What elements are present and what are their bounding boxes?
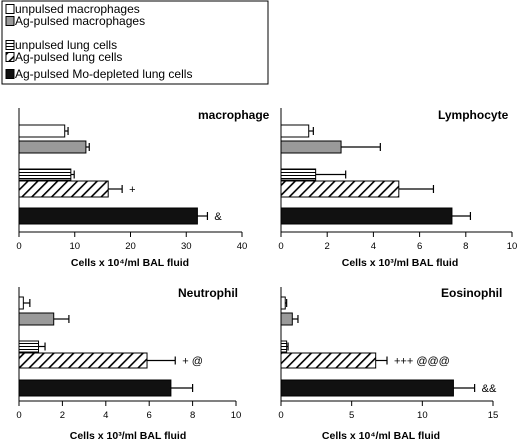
panel-title: Eosinophil bbox=[441, 286, 502, 300]
x-tick-label: 0 bbox=[16, 241, 21, 252]
legend: unpulsed macrophages Ag-pulsed macrophag… bbox=[1, 0, 269, 85]
legend-entry: unpulsed lung cells bbox=[5, 38, 117, 52]
x-axis-label: Cells x 10³/ml BAL fluid bbox=[342, 257, 459, 269]
bar-unpulsed-macrophages bbox=[280, 124, 310, 138]
x-tick-label: 8 bbox=[190, 410, 195, 421]
bar-unpulsed-lung-cells bbox=[280, 340, 288, 353]
panel-title: macrophage bbox=[198, 108, 270, 122]
x-tick-label: 10 bbox=[231, 410, 242, 421]
legend-entry: Ag-pulsed Mo-depleted lung cells bbox=[5, 67, 192, 81]
bar-mo-depleted-lung-cells bbox=[18, 207, 198, 225]
legend-entry: Ag-pulsed lung cells bbox=[5, 50, 122, 64]
bar-unpulsed-macrophages bbox=[18, 124, 66, 138]
x-tick-label: 6 bbox=[147, 410, 152, 421]
x-tick-label: 10 bbox=[417, 410, 428, 421]
x-axis-label: Cells x 10⁴/ml BAL fluid bbox=[71, 257, 189, 269]
x-tick-label: 4 bbox=[371, 241, 376, 252]
legend-entry: unpulsed macrophages bbox=[5, 2, 140, 16]
bar-unpulsed-lung-cells bbox=[280, 168, 317, 181]
significance-marker: + @ bbox=[182, 356, 203, 368]
panel-title: Neutrophil bbox=[178, 286, 238, 300]
bar-unpulsed-lung-cells bbox=[18, 340, 40, 353]
panel-title: Lymphocyte bbox=[438, 108, 509, 122]
legend-swatch-unpulsed-macrophages bbox=[5, 4, 15, 14]
bar-ag-pulsed-macrophages bbox=[18, 312, 55, 326]
significance-marker: +++ @@@ bbox=[394, 356, 450, 368]
x-tick-label: 5 bbox=[349, 410, 354, 421]
bar-mo-depleted-lung-cells bbox=[18, 379, 172, 397]
bar-ag-pulsed-macrophages bbox=[280, 312, 293, 326]
x-tick-label: 2 bbox=[325, 241, 330, 252]
legend-box bbox=[1, 0, 269, 85]
eosinophil-panel: Eosinophil Cells x 10⁴/ml BAL fluid 0 5 10… bbox=[278, 286, 502, 442]
x-tick-label: 0 bbox=[16, 410, 21, 421]
legend-swatch-mo-depleted-lung-cells bbox=[5, 69, 15, 79]
x-tick-label: 20 bbox=[125, 241, 136, 252]
bar-ag-pulsed-macrophages bbox=[280, 140, 342, 154]
x-tick-label: 10 bbox=[69, 241, 80, 252]
bar-ag-pulsed-macrophages bbox=[18, 140, 87, 154]
significance-marker: && bbox=[482, 383, 497, 395]
legend-label: unpulsed macrophages bbox=[15, 2, 140, 16]
x-tick-label: 8 bbox=[463, 241, 468, 252]
lymphocyte-panel: Lymphocyte Cells x 10³/ml BAL fluid 0 2 4 6… bbox=[278, 108, 517, 269]
bar-unpulsed-lung-cells bbox=[18, 168, 72, 181]
bar-mo-depleted-lung-cells bbox=[280, 207, 453, 225]
x-tick-label: 30 bbox=[181, 241, 192, 252]
legend-label: Ag-pulsed Mo-depleted lung cells bbox=[15, 67, 192, 81]
x-tick-label: 2 bbox=[60, 410, 65, 421]
bar-unpulsed-macrophages bbox=[18, 296, 24, 310]
x-tick-label: 6 bbox=[417, 241, 422, 252]
bar-ag-pulsed-lung-cells bbox=[280, 352, 377, 369]
x-axis-label: Cells x 10³/ml BAL fluid bbox=[70, 430, 187, 442]
x-tick-label: 10 bbox=[507, 241, 518, 252]
bar-ag-pulsed-lung-cells bbox=[280, 180, 400, 198]
bar-mo-depleted-lung-cells bbox=[280, 379, 454, 397]
bar-ag-pulsed-lung-cells bbox=[18, 180, 109, 198]
bar-ag-pulsed-lung-cells bbox=[18, 352, 148, 369]
x-tick-label: 40 bbox=[237, 241, 248, 252]
significance-marker: & bbox=[214, 211, 222, 223]
x-tick-label: 15 bbox=[488, 410, 499, 421]
bar-unpulsed-macrophages bbox=[280, 296, 286, 310]
legend-label: Ag-pulsed lung cells bbox=[15, 50, 122, 64]
x-tick-label: 4 bbox=[103, 410, 108, 421]
legend-swatch-unpulsed-lung-cells bbox=[5, 40, 15, 50]
significance-marker: + bbox=[129, 184, 135, 196]
legend-entry: Ag-pulsed macrophages bbox=[5, 14, 145, 28]
x-tick-label: 0 bbox=[278, 410, 283, 421]
legend-swatch-ag-pulsed-macrophages bbox=[5, 16, 15, 26]
macrophage-panel: macrophage Cells x 10⁴/ml BAL fluid 0 10 2… bbox=[16, 108, 270, 269]
neutrophil-panel: Neutrophil Cells x 10³/ml BAL fluid 0 2 4 6… bbox=[16, 286, 241, 442]
x-tick-label: 0 bbox=[278, 241, 283, 252]
legend-label: unpulsed lung cells bbox=[15, 38, 117, 52]
x-axis-label: Cells x 10⁴/ml BAL fluid bbox=[322, 430, 440, 442]
legend-swatch-ag-pulsed-lung-cells bbox=[5, 52, 15, 62]
legend-label: Ag-pulsed macrophages bbox=[15, 14, 145, 28]
